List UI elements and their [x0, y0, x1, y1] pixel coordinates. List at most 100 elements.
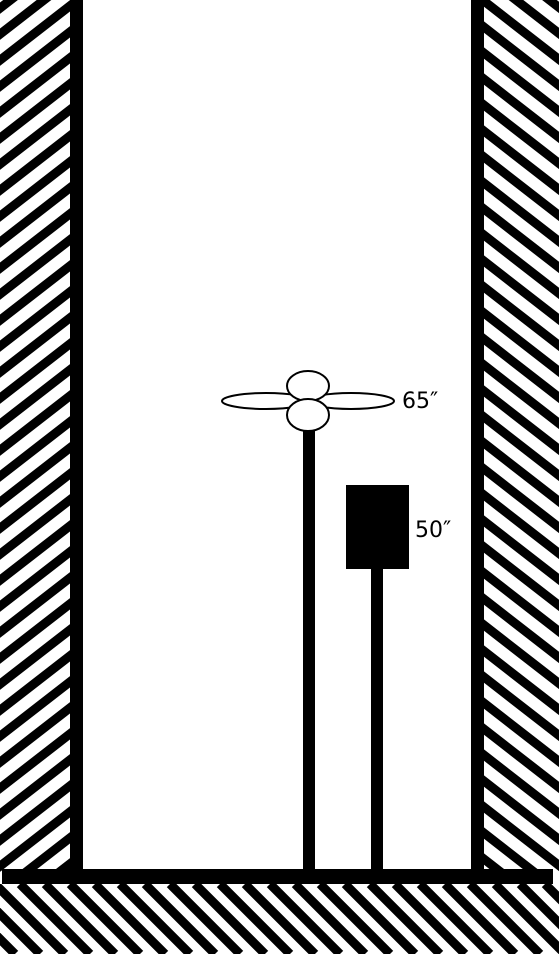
hatch-line — [484, 827, 542, 872]
hatch-line — [391, 884, 469, 954]
hatch-line — [0, 728, 70, 794]
hatch-line — [484, 515, 559, 586]
hatch-line — [484, 125, 559, 196]
propeller-fan-icon — [221, 370, 395, 432]
hatch-line — [484, 177, 559, 248]
hatch-line — [484, 645, 559, 716]
hatch-line — [484, 21, 559, 92]
hatch-line — [0, 286, 70, 352]
hatch-line — [0, 130, 70, 196]
hatch-line — [484, 411, 559, 482]
hatch-line — [316, 884, 394, 954]
hatch-line — [484, 749, 559, 820]
hatch-line — [484, 853, 508, 872]
hatch-line — [0, 182, 70, 248]
hatch-line — [0, 932, 19, 954]
hatch-line — [484, 619, 559, 690]
hatch-line — [484, 281, 559, 352]
right-wall-hatching — [484, 0, 559, 872]
hatch-line — [141, 884, 219, 954]
floor-line — [2, 869, 553, 884]
hatch-line — [0, 0, 18, 14]
hatch-line — [484, 307, 559, 378]
hatch-line — [484, 671, 559, 742]
hatch-line — [66, 884, 144, 954]
hatch-line — [484, 229, 559, 300]
hatch-line — [484, 255, 559, 326]
fan-height-label: 65″ — [402, 389, 438, 414]
hatch-line — [491, 884, 559, 954]
hatch-line — [484, 359, 559, 430]
left-wall-line — [70, 0, 83, 876]
hatch-line — [216, 884, 294, 954]
hatch-line — [0, 312, 70, 378]
hatch-line — [0, 104, 70, 170]
hatch-line — [0, 572, 70, 638]
hatch-line — [266, 884, 344, 954]
hatch-line — [484, 73, 559, 144]
left-wall-hatching — [0, 0, 80, 952]
hatch-line — [542, 0, 559, 14]
hatch-line — [0, 546, 70, 612]
hatch-line — [484, 541, 559, 612]
hatch-line — [416, 884, 494, 954]
hatch-line — [241, 884, 319, 954]
hatch-line — [52, 858, 70, 872]
hatch-line — [0, 208, 70, 274]
hatch-line — [0, 624, 70, 690]
hatch-line — [0, 26, 70, 92]
hatch-line — [0, 234, 70, 300]
hatch-line — [0, 52, 70, 118]
hatch-line — [484, 333, 559, 404]
hatch-line — [484, 775, 559, 846]
hatch-line — [0, 806, 70, 872]
hatch-line — [0, 0, 70, 66]
hatch-line — [0, 364, 70, 430]
hatch-line — [466, 884, 544, 954]
hatch-line — [191, 884, 269, 954]
hatch-line — [441, 884, 519, 954]
hatch-line — [0, 260, 70, 326]
hatch-line — [0, 780, 70, 846]
square-box-icon — [346, 485, 409, 569]
hatch-line — [484, 567, 559, 638]
hatch-line — [0, 0, 52, 40]
floor-hatching — [0, 884, 559, 954]
hatch-line — [484, 593, 559, 664]
box-height-label: 50″ — [415, 518, 451, 543]
hatch-line — [18, 832, 70, 872]
hatch-line — [366, 884, 444, 954]
hatch-line — [508, 0, 559, 40]
hatch-line — [0, 442, 70, 508]
right-wall-line — [471, 0, 484, 876]
hatch-line — [516, 884, 559, 930]
hatch-line — [484, 203, 559, 274]
hatch-line — [484, 801, 559, 872]
hatch-line — [0, 676, 70, 742]
hatch-line — [41, 884, 119, 954]
hatch-line — [0, 907, 44, 954]
hatch-line — [341, 884, 419, 954]
hatch-line — [116, 884, 194, 954]
hatch-line — [0, 650, 70, 716]
hatch-line — [0, 416, 70, 482]
hatch-line — [484, 151, 559, 222]
hatch-line — [484, 463, 559, 534]
box-pole — [371, 567, 383, 870]
hatch-line — [0, 882, 80, 952]
hatch-line — [91, 884, 169, 954]
fan-pole — [303, 402, 315, 870]
hatch-line — [0, 754, 70, 820]
hatch-line — [0, 494, 70, 560]
hatch-line — [484, 489, 559, 560]
hatch-line — [484, 385, 559, 456]
hatch-line — [0, 390, 70, 456]
hatch-line — [0, 468, 70, 534]
hatch-line — [166, 884, 244, 954]
hatch-line — [484, 0, 559, 66]
hatch-line — [0, 702, 70, 768]
hatch-line — [291, 884, 369, 954]
hatch-line — [0, 598, 70, 664]
hatch-line — [541, 884, 559, 905]
